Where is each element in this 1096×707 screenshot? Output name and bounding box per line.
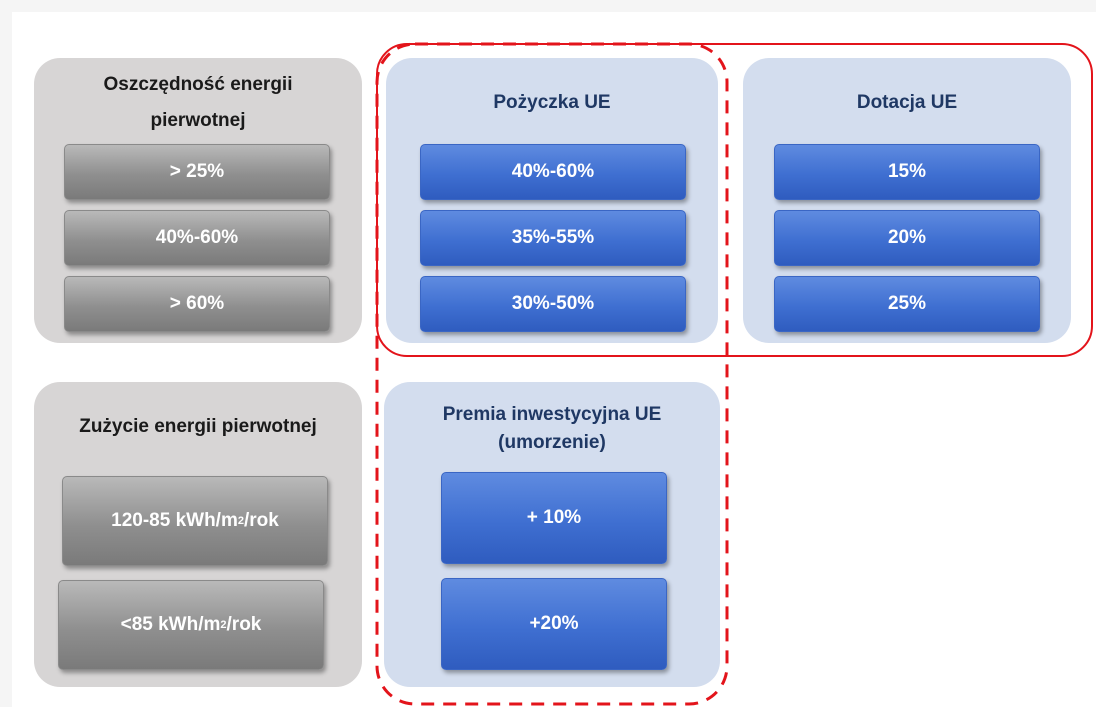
investment-bonus-box-2: +20%	[441, 578, 667, 670]
eu-investment-bonus-panel: Premia inwestycyjna UE (umorzenie) + 10%…	[384, 382, 720, 687]
energy-use-box-1-prefix: 120-85 kWh/m	[111, 510, 238, 531]
investment-bonus-box-1: + 10%	[441, 472, 667, 564]
eu-loan-panel: Pożyczka UE 40%-60% 35%-55% 30%-50%	[386, 58, 718, 343]
energy-use-box-1: 120-85 kWh/m 2/rok	[62, 476, 328, 566]
loan-box-1: 40%-60%	[420, 144, 686, 200]
eu-loan-title: Pożyczka UE	[493, 92, 611, 113]
energy-use-box-2-prefix: <85 kWh/m	[120, 614, 221, 635]
primary-energy-saving-title-line1: Oszczędność energii	[103, 74, 293, 95]
diagram-canvas: Oszczędność energii pierwotnej > 25% 40%…	[12, 12, 1096, 707]
investment-bonus-title-line2: (umorzenie)	[498, 432, 606, 453]
primary-energy-use-panel: Zużycie energii pierwotnej 120-85 kWh/m 2…	[34, 382, 362, 687]
energy-use-box-2-suffix: /rok	[226, 614, 262, 635]
eu-grant-title: Dotacja UE	[856, 92, 958, 113]
grant-box-2: 20%	[774, 210, 1040, 266]
saving-box-2: 40%-60%	[64, 210, 330, 266]
saving-box-3: > 60%	[64, 276, 330, 332]
primary-energy-use-title: Zużycie energii pierwotnej	[79, 416, 317, 437]
investment-bonus-title-line1: Premia inwestycyjna UE	[442, 404, 662, 425]
energy-use-box-1-suffix: /rok	[244, 510, 279, 531]
loan-box-2: 35%-55%	[420, 210, 686, 266]
energy-use-box-2: <85 kWh/m 2/rok	[58, 580, 324, 670]
loan-box-3: 30%-50%	[420, 276, 686, 332]
saving-box-1: > 25%	[64, 144, 330, 200]
eu-grant-panel: Dotacja UE 15% 20% 25%	[743, 58, 1071, 343]
primary-energy-saving-panel: Oszczędność energii pierwotnej > 25% 40%…	[34, 58, 362, 343]
primary-energy-saving-title-line2: pierwotnej	[150, 110, 246, 131]
grant-box-3: 25%	[774, 276, 1040, 332]
grant-box-1: 15%	[774, 144, 1040, 200]
